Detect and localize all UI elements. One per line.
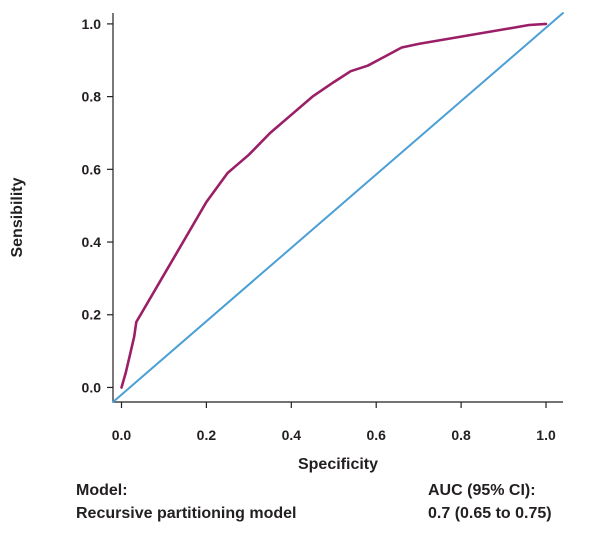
axes: 0.0 0.2 0.4 0.6 0.8 1.0 0.0 0.2 0.4 0.6 0.8 1.0 Spec… [9, 13, 563, 473]
legend-model-header: Model: [76, 482, 128, 499]
x-axis-title: Specificity [298, 456, 378, 473]
y-tick-label: 0.0 [82, 379, 102, 395]
x-tick-label: 0.2 [197, 427, 217, 443]
x-tick-label: 1.0 [536, 427, 556, 443]
y-axis-title: Sensibility [9, 177, 26, 257]
y-tick-label: 0.6 [82, 161, 102, 177]
reference-diagonal-line [112, 12, 564, 403]
legend-auc-header: AUC (95% CI): [428, 482, 536, 499]
x-tick-label: 0.6 [366, 427, 386, 443]
roc-chart: 0.0 0.2 0.4 0.6 0.8 1.0 0.0 0.2 0.4 0.6 0.8 1.0 Spec… [9, 12, 564, 473]
legend-model-name: Recursive partitioning model [76, 505, 297, 522]
y-tick-label: 1.0 [82, 16, 102, 32]
x-tick-label: 0.4 [282, 427, 302, 443]
x-tick-label: 0.8 [451, 427, 471, 443]
y-tick-label: 0.4 [82, 234, 102, 250]
x-tick-label: 0.0 [112, 427, 132, 443]
roc-curve-line [120, 22, 548, 389]
y-tick-label: 0.8 [82, 89, 102, 105]
y-tick-label: 0.2 [82, 307, 102, 323]
legend-auc-value: 0.7 (0.65 to 0.75) [428, 505, 552, 522]
series-group [112, 12, 564, 403]
